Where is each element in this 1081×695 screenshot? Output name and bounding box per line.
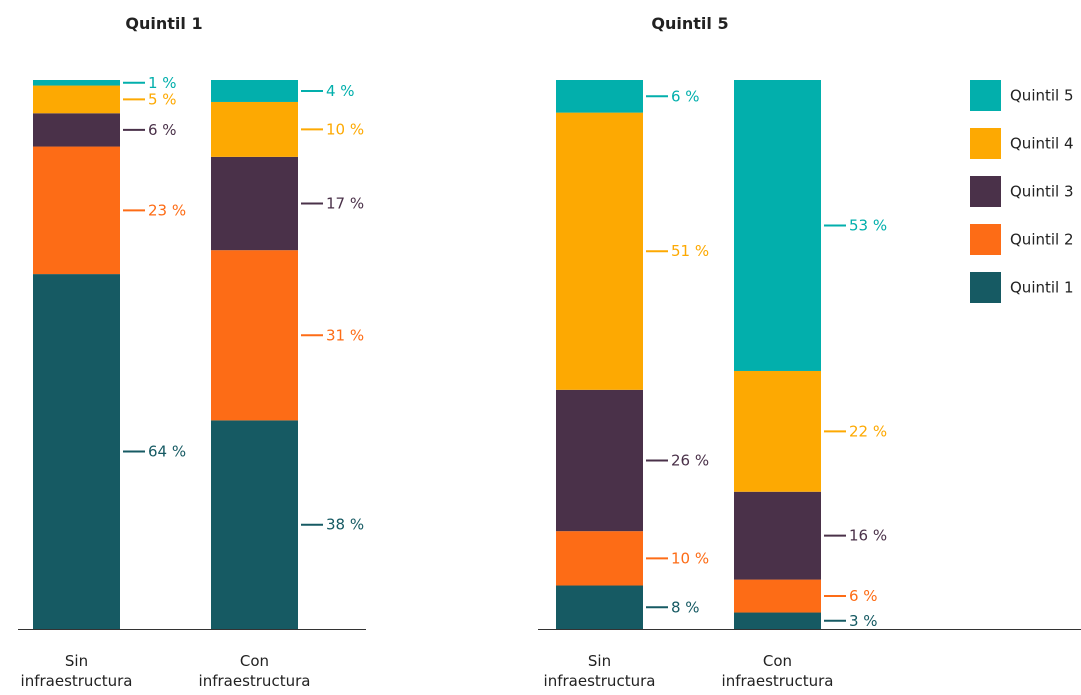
data-label: 6 % (671, 87, 700, 105)
category-label: infraestructura (199, 672, 311, 690)
bar-segment (556, 585, 643, 629)
data-label: 4 % (326, 82, 355, 100)
bar-segment (556, 531, 643, 586)
bar-segment (33, 146, 120, 275)
category-label: Con (240, 652, 269, 670)
legend-swatch (970, 224, 1001, 255)
legend-swatch (970, 128, 1001, 159)
data-label: 64 % (148, 443, 186, 461)
data-label: 6 % (148, 121, 177, 139)
category-label: Sin (65, 652, 88, 670)
data-label: 1 % (148, 74, 177, 92)
bar-segment (734, 80, 821, 371)
bar-segment (211, 80, 298, 102)
bar-segment (556, 389, 643, 532)
data-label: 53 % (849, 216, 887, 234)
bar-segment (211, 156, 298, 251)
data-label: 23 % (148, 201, 186, 219)
bar-segment (556, 112, 643, 390)
data-label: 51 % (671, 242, 709, 260)
panel-title: Quintil 5 (651, 14, 728, 33)
panel-title: Quintil 1 (125, 14, 202, 33)
legend-label: Quintil 3 (1010, 183, 1074, 201)
data-label: 8 % (671, 598, 700, 616)
bar-segment (734, 612, 821, 629)
legend-label: Quintil 5 (1010, 87, 1074, 105)
bar-segment (211, 250, 298, 421)
category-label: infraestructura (544, 672, 656, 690)
data-label: 5 % (148, 90, 177, 108)
data-label: 6 % (849, 587, 878, 605)
bar-segment (33, 113, 120, 147)
data-label: 10 % (326, 120, 364, 138)
data-label: 31 % (326, 326, 364, 344)
legend-label: Quintil 1 (1010, 279, 1074, 297)
bar-segment (556, 80, 643, 113)
data-label: 10 % (671, 549, 709, 567)
legend-label: Quintil 4 (1010, 135, 1074, 153)
legend-swatch (970, 176, 1001, 207)
data-label: 26 % (671, 451, 709, 469)
data-label: 22 % (849, 422, 887, 440)
bar-segment (33, 274, 120, 629)
legend-label: Quintil 2 (1010, 231, 1074, 249)
data-label: 38 % (326, 516, 364, 534)
bar-segment (211, 101, 298, 157)
data-label: 17 % (326, 195, 364, 213)
category-label: infraestructura (21, 672, 133, 690)
bar-segment (734, 370, 821, 492)
bar-segment (734, 579, 821, 613)
data-label: 3 % (849, 612, 878, 630)
category-label: infraestructura (722, 672, 834, 690)
bar-segment (33, 80, 120, 86)
data-label: 16 % (849, 527, 887, 545)
bar-segment (734, 491, 821, 580)
legend-swatch (970, 80, 1001, 111)
bar-segment (33, 85, 120, 114)
category-label: Con (763, 652, 792, 670)
category-label: Sin (588, 652, 611, 670)
legend-swatch (970, 272, 1001, 303)
bar-segment (211, 420, 298, 629)
